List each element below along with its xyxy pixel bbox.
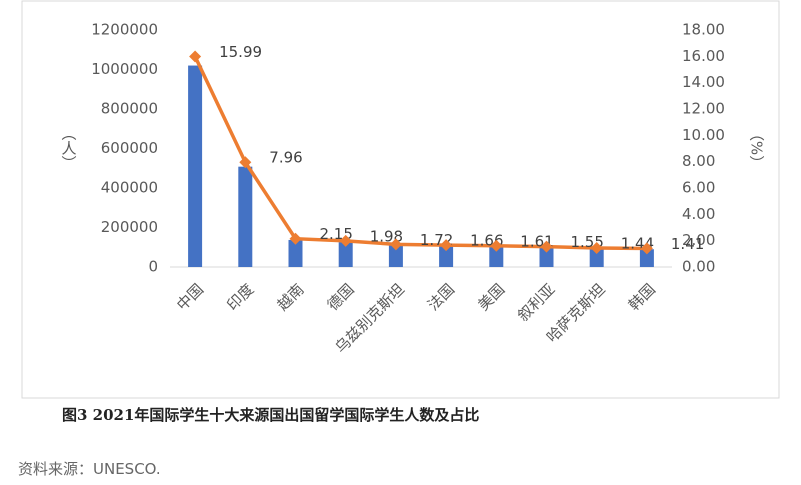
- y2-tick-label: 0.00: [682, 258, 715, 276]
- y-tick-label: 200000: [101, 218, 158, 236]
- bar: [188, 65, 203, 267]
- x-tick-label: 美国: [474, 280, 508, 314]
- bar: [439, 246, 454, 267]
- y2-tick-label: 12.00: [682, 100, 725, 118]
- caption: 图3 2021年国际学生十大来源国出国留学国际学生人数及占比: [62, 406, 480, 424]
- marker: [239, 156, 252, 169]
- chart-border: [21, 0, 780, 399]
- y2-tick-label: 8.00: [682, 152, 715, 170]
- bar: [589, 248, 604, 267]
- x-tick-label: 印度: [223, 280, 257, 314]
- y2-tick-label: 10.00: [682, 126, 725, 144]
- data-label: 15.99: [219, 43, 262, 61]
- y-tick-label: 600000: [101, 139, 158, 157]
- y-tick-label: 1000000: [91, 60, 158, 78]
- y-tick-label: 400000: [101, 179, 158, 197]
- data-label: 7.96: [269, 149, 302, 167]
- y2-tick-label: 4.00: [682, 205, 715, 223]
- x-tick-label: 叙利亚: [514, 280, 559, 325]
- bar: [639, 249, 654, 267]
- marker: [440, 239, 453, 252]
- x-tick-label: 德国: [324, 280, 358, 314]
- x-tick-label: 中国: [173, 280, 207, 314]
- y2-tick-label: 16.00: [682, 47, 725, 65]
- y-tick-label: 1200000: [91, 21, 158, 39]
- y2-axis-title: （%）: [748, 126, 766, 170]
- marker: [640, 242, 653, 255]
- marker: [590, 242, 603, 255]
- marker: [339, 234, 352, 247]
- bar: [539, 247, 554, 267]
- y-tick-label: 0: [148, 258, 158, 276]
- y2-tick-label: 2.00: [682, 231, 715, 249]
- bar: [238, 166, 253, 267]
- y2-tick-label: 18.00: [682, 21, 725, 39]
- bar: [338, 242, 353, 267]
- line: [193, 55, 647, 251]
- y2-tick-label: 14.00: [682, 73, 725, 91]
- x-tick-label: 越南: [274, 280, 308, 314]
- y-axis-title: （人）: [60, 126, 78, 171]
- source: 资料来源：UNESCO.: [18, 460, 161, 478]
- data-label: 1.41: [671, 235, 704, 253]
- y2-tick-label: 6.00: [682, 179, 715, 197]
- y-tick-label: 800000: [101, 100, 158, 118]
- x-tick-label: 韩国: [625, 280, 659, 314]
- bar: [388, 245, 403, 267]
- marker: [540, 240, 553, 253]
- bar: [288, 239, 303, 267]
- chart: （人） （%） 0 200000 400000 600000 800000 1000000…: [21, 0, 780, 399]
- x-tick-label: 法国: [424, 280, 458, 314]
- marker: [289, 232, 302, 245]
- marker: [389, 238, 402, 251]
- marker: [189, 50, 202, 63]
- bar: [489, 246, 504, 267]
- marker: [490, 239, 503, 252]
